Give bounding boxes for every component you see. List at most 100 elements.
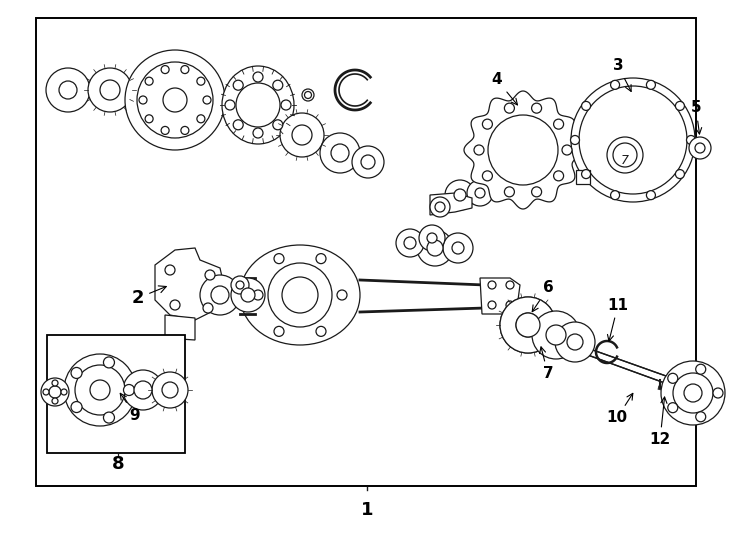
Circle shape — [181, 126, 189, 134]
Circle shape — [41, 378, 69, 406]
Circle shape — [233, 80, 243, 90]
Circle shape — [165, 265, 175, 275]
Circle shape — [696, 412, 705, 422]
Circle shape — [203, 96, 211, 104]
Circle shape — [305, 91, 311, 98]
Circle shape — [75, 365, 125, 415]
Circle shape — [64, 354, 136, 426]
Circle shape — [352, 146, 384, 178]
Circle shape — [417, 230, 453, 266]
Text: 6: 6 — [532, 280, 553, 312]
Circle shape — [686, 136, 696, 145]
Text: 5: 5 — [691, 100, 702, 134]
Text: 10: 10 — [606, 393, 633, 426]
Circle shape — [52, 380, 58, 386]
Circle shape — [161, 65, 169, 73]
Circle shape — [516, 313, 540, 337]
Circle shape — [506, 301, 514, 309]
Circle shape — [233, 120, 243, 130]
Circle shape — [273, 120, 283, 130]
Circle shape — [61, 389, 67, 395]
Circle shape — [504, 187, 515, 197]
Circle shape — [123, 384, 134, 395]
Text: 7: 7 — [621, 153, 629, 166]
Circle shape — [203, 303, 213, 313]
Circle shape — [555, 322, 595, 362]
Circle shape — [231, 278, 265, 312]
Circle shape — [404, 237, 416, 249]
Circle shape — [268, 263, 332, 327]
Circle shape — [445, 180, 475, 210]
Circle shape — [673, 373, 713, 413]
Circle shape — [430, 197, 450, 217]
Circle shape — [475, 188, 485, 198]
Circle shape — [713, 388, 723, 398]
Circle shape — [316, 326, 326, 336]
Circle shape — [668, 373, 677, 383]
Circle shape — [570, 136, 580, 145]
Circle shape — [253, 72, 263, 82]
Circle shape — [419, 225, 445, 251]
Circle shape — [579, 86, 687, 194]
Circle shape — [607, 137, 643, 173]
Circle shape — [282, 277, 318, 313]
Circle shape — [163, 88, 187, 112]
Text: 12: 12 — [650, 397, 671, 448]
Text: 1: 1 — [360, 501, 374, 519]
Circle shape — [274, 254, 284, 264]
Circle shape — [152, 372, 188, 408]
Circle shape — [302, 89, 314, 101]
Circle shape — [546, 325, 566, 345]
Circle shape — [231, 276, 249, 294]
Circle shape — [613, 143, 637, 167]
Text: 9: 9 — [120, 393, 140, 422]
Circle shape — [88, 68, 132, 112]
Circle shape — [90, 380, 110, 400]
Circle shape — [197, 115, 205, 123]
Circle shape — [197, 77, 205, 85]
Circle shape — [553, 119, 564, 129]
Ellipse shape — [222, 66, 294, 144]
Circle shape — [567, 334, 583, 350]
Circle shape — [696, 364, 705, 374]
Circle shape — [123, 370, 163, 410]
Circle shape — [581, 102, 591, 110]
Circle shape — [571, 78, 695, 202]
Text: 3: 3 — [613, 58, 631, 91]
Circle shape — [482, 171, 493, 181]
Circle shape — [225, 100, 235, 110]
Circle shape — [361, 155, 375, 169]
Circle shape — [162, 382, 178, 398]
Circle shape — [241, 288, 255, 302]
Circle shape — [273, 80, 283, 90]
Circle shape — [452, 242, 464, 254]
Circle shape — [396, 229, 424, 257]
Circle shape — [200, 275, 240, 315]
Circle shape — [488, 281, 496, 289]
Circle shape — [253, 128, 263, 138]
Text: 11: 11 — [608, 298, 628, 341]
Circle shape — [205, 270, 215, 280]
Circle shape — [531, 187, 542, 197]
Circle shape — [49, 386, 61, 398]
Bar — [47, 335, 185, 453]
Circle shape — [139, 96, 147, 104]
Circle shape — [689, 137, 711, 159]
Circle shape — [337, 290, 347, 300]
Circle shape — [145, 77, 153, 85]
Ellipse shape — [240, 245, 360, 345]
Circle shape — [675, 170, 684, 179]
Circle shape — [320, 133, 360, 173]
Polygon shape — [464, 91, 582, 209]
Polygon shape — [480, 278, 520, 314]
Circle shape — [553, 171, 564, 181]
Circle shape — [474, 145, 484, 155]
Circle shape — [581, 170, 591, 179]
Circle shape — [134, 381, 152, 399]
Circle shape — [137, 62, 213, 138]
Circle shape — [506, 281, 514, 289]
Circle shape — [170, 300, 180, 310]
Circle shape — [103, 412, 115, 423]
Circle shape — [145, 115, 153, 123]
Circle shape — [71, 402, 82, 413]
